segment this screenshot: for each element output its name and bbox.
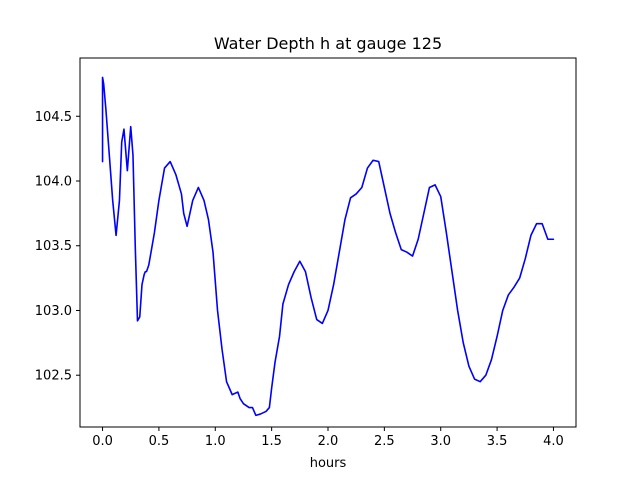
x-tick-label: 4.0	[543, 434, 564, 449]
x-tick-label: 1.5	[261, 434, 282, 449]
x-tick-label: 3.0	[430, 434, 451, 449]
plot-area: 0.0 0.5 1.0 1.5 2.0 2.5 3.0 3.5 4.0 102.5 103.0 103…	[35, 76, 564, 449]
x-tick-label: 0.0	[92, 434, 113, 449]
x-axis-label: hours	[310, 456, 347, 471]
y-tick-label: 104.0	[35, 175, 72, 190]
x-tick-label: 2.0	[318, 434, 339, 449]
y-tick-label: 103.0	[35, 304, 72, 319]
x-tick-label: 3.5	[487, 434, 508, 449]
chart-title: Water Depth h at gauge 125	[214, 34, 442, 53]
axes-frame	[79, 57, 577, 428]
y-tick-label: 102.5	[35, 369, 72, 384]
x-tick-label: 0.5	[149, 434, 170, 449]
x-tick-label: 2.5	[374, 434, 395, 449]
y-tick-label: 103.5	[35, 239, 72, 254]
series-line-water-depth	[101, 76, 555, 417]
x-tick-label: 1.0	[205, 434, 226, 449]
y-tick-label: 104.5	[35, 110, 72, 125]
